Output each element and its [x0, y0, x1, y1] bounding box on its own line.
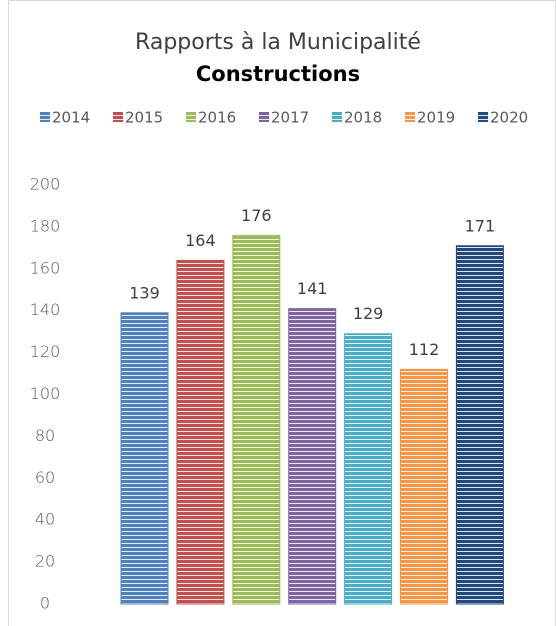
bar	[344, 333, 393, 605]
chart-subtitle: Constructions	[196, 62, 360, 86]
legend-label: 2014	[52, 109, 90, 127]
legend-swatch	[332, 112, 342, 122]
legend-swatch	[478, 112, 488, 122]
legend-swatch	[405, 112, 415, 122]
y-tick-label: 60	[35, 468, 55, 487]
y-tick-label: 20	[35, 552, 55, 571]
y-tick-label: 80	[35, 426, 55, 445]
legend-swatch	[186, 112, 196, 122]
legend-label: 2016	[198, 109, 236, 127]
bar	[288, 308, 337, 605]
bar	[120, 312, 169, 605]
data-label: 139	[129, 283, 160, 302]
legend-label: 2018	[344, 109, 382, 127]
y-tick-label: 120	[30, 342, 61, 361]
y-tick-label: 100	[30, 384, 61, 403]
data-label: 141	[297, 279, 328, 298]
y-tick-label: 140	[30, 300, 61, 319]
bar	[176, 259, 225, 605]
y-tick-label: 200	[30, 175, 61, 194]
bar	[400, 368, 448, 605]
data-label: 129	[353, 304, 384, 323]
legend-swatch	[259, 112, 269, 122]
chart-title: Rapports à la Municipalité	[135, 30, 421, 55]
data-label: 176	[241, 206, 272, 225]
data-label: 164	[185, 231, 216, 250]
legend-label: 2020	[490, 109, 528, 127]
y-tick-label: 40	[35, 510, 55, 529]
y-tick-label: 160	[30, 258, 61, 277]
data-label: 112	[409, 340, 440, 359]
legend-swatch	[113, 112, 123, 122]
data-label: 171	[465, 216, 496, 235]
bar	[232, 234, 281, 605]
legend-label: 2015	[125, 109, 163, 127]
y-tick-label: 0	[40, 594, 50, 613]
y-tick-label: 180	[30, 216, 61, 235]
bar	[455, 245, 504, 605]
legend-label: 2017	[271, 109, 309, 127]
legend-label: 2019	[417, 109, 455, 127]
legend-swatch	[40, 112, 50, 122]
